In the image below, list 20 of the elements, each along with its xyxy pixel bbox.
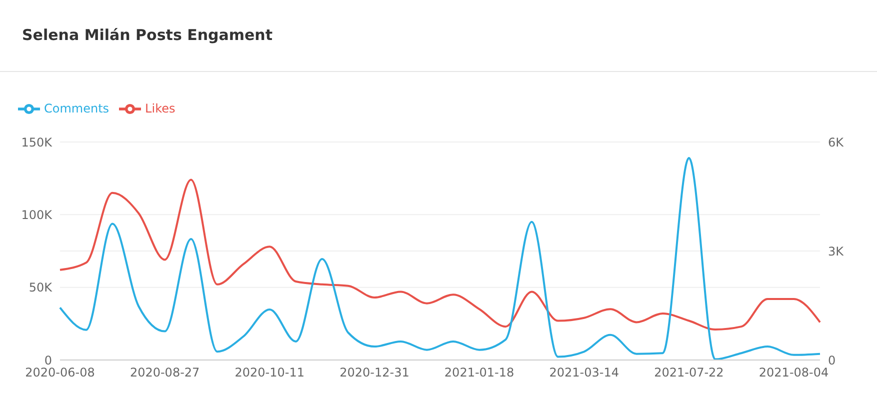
x-tick-label: 2020-10-11	[234, 366, 305, 380]
y2-tick-label: 3K	[828, 244, 845, 258]
legend-label: Comments	[44, 101, 110, 116]
x-tick-label: 2020-06-08	[25, 366, 95, 380]
x-tick-label: 2020-12-31	[340, 366, 410, 380]
line-series	[59, 156, 821, 360]
chart-title: Selena Milán Posts Engament	[22, 26, 273, 44]
x-tick-label: 2021-01-18	[444, 366, 514, 380]
legend-label: Likes	[145, 101, 176, 116]
y2-tick-label: 6K	[828, 135, 845, 150]
y-tick-label: 150K	[21, 135, 54, 150]
y-tick-label: 50K	[28, 280, 54, 295]
y-tick-label: 100K	[21, 208, 54, 222]
line-series	[59, 178, 821, 330]
x-tick-label: 2021-07-22	[654, 366, 724, 380]
x-tick-label: 2021-08-04	[758, 366, 829, 380]
x-tick-label: 2021-03-14	[549, 366, 620, 380]
y2-tick-label: 0	[828, 353, 836, 368]
y-tick-label: 0	[44, 353, 52, 368]
x-tick-label: 2020-08-27	[130, 366, 200, 380]
